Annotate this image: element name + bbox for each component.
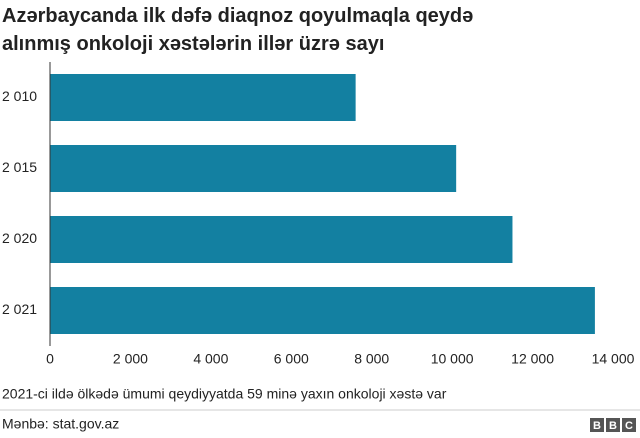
bar [50,287,595,334]
logo-box [590,418,604,432]
logo-letter: C [625,420,633,432]
chart-title: Azərbaycanda ilk dəfə diaqnoz qoyulmaqla… [2,5,474,55]
x-tick-label: 0 [46,351,54,367]
y-tick-label: 2 010 [2,88,37,104]
y-tick-label: 2 020 [2,230,37,246]
x-tick-label: 14 000 [592,351,635,367]
x-tick-label: 4 000 [193,351,228,367]
logo-box [606,418,620,432]
x-tick-label: 6 000 [274,351,309,367]
x-tick-label: 8 000 [354,351,389,367]
note: 2021-ci ildə ölkədə ümumi qeydiyyatda 59… [2,386,447,402]
y-tick-label: 2 015 [2,159,37,175]
y-tick-label: 2 021 [2,301,37,317]
bar [50,74,356,121]
x-tick-label: 12 000 [511,351,554,367]
source: Mənbə: stat.gov.az [2,416,119,432]
logo-box [622,418,636,432]
x-tick-label: 10 000 [431,351,474,367]
logo-letter: B [593,420,601,432]
logo-letter: B [609,420,617,432]
bar [50,216,513,263]
bar [50,145,457,192]
x-tick-label: 2 000 [113,351,148,367]
